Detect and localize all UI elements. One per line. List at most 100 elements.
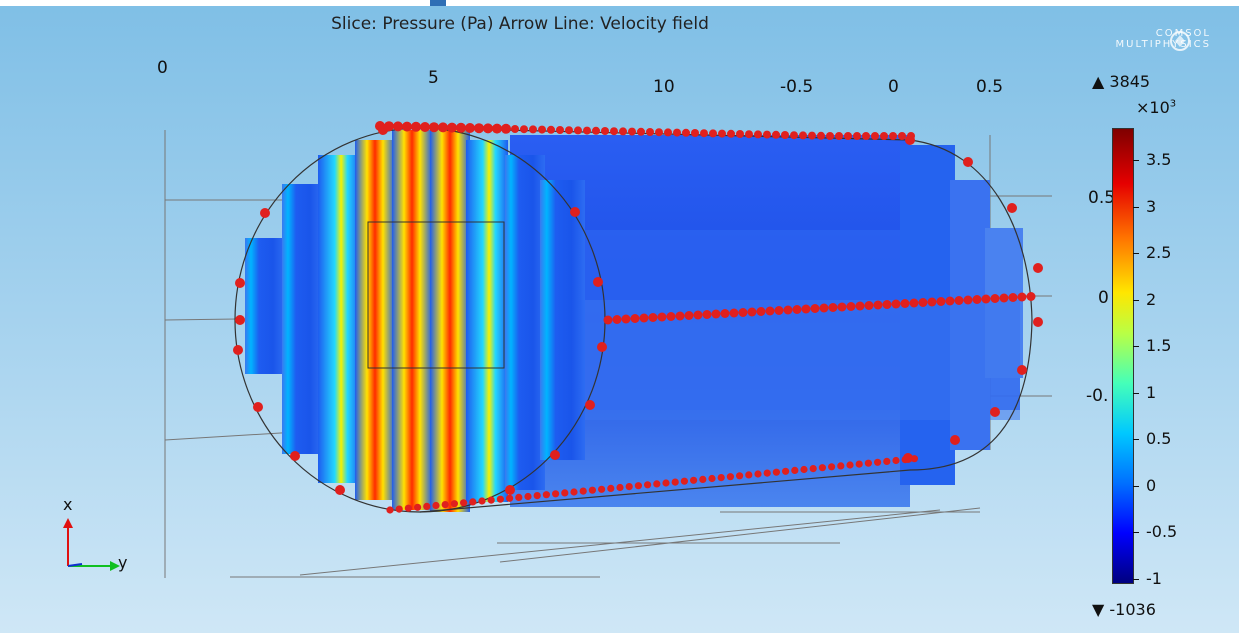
arrow-top-51	[835, 132, 843, 140]
arrow-top-49	[817, 131, 825, 140]
arrow-bottom-22	[588, 486, 597, 494]
arrow-top-12	[483, 123, 493, 134]
arrow-top-17	[529, 125, 537, 134]
legend-value-0: 3.5	[1146, 150, 1172, 170]
legend-value-2: 2.5	[1146, 243, 1172, 263]
arrow-top-54	[862, 132, 870, 140]
arrow-ring-12	[550, 450, 560, 460]
axis-tick-10: 10	[653, 77, 675, 97]
arrow-ring-6	[335, 485, 345, 495]
arrow-top-36	[700, 129, 708, 138]
arrow-center-7	[666, 312, 676, 321]
arrow-center-35	[918, 298, 928, 307]
arrow-center-9	[684, 311, 694, 320]
arrow-top-9	[456, 122, 466, 133]
arrow-bottom-27	[634, 482, 643, 490]
arrow-top-44	[772, 130, 780, 139]
arrow-ring-9	[593, 277, 603, 287]
arrow-center-1	[612, 315, 622, 324]
arrow-center-34	[909, 298, 919, 308]
arrow-top-14	[501, 123, 511, 134]
arrow-ring-0	[260, 208, 270, 218]
arrow-center-36	[927, 297, 937, 307]
arrow-ring-3	[233, 345, 243, 355]
legend-value-7: 0	[1146, 475, 1157, 495]
arrow-top-41	[745, 130, 753, 139]
arrow-ring-4	[253, 402, 263, 412]
axis-tick-5: 5	[428, 68, 439, 88]
arrow-ring-19	[1017, 365, 1027, 375]
axis-tick-0b: 0	[888, 77, 899, 97]
arrow-bottom-33	[690, 476, 698, 484]
arrow-top-32	[664, 128, 672, 137]
side-tick-0: 0	[1098, 288, 1109, 308]
arrow-top-48	[808, 131, 816, 140]
arrow-ring-10	[597, 342, 607, 352]
arrow-center-27	[846, 302, 856, 311]
arrow-bottom-3	[414, 503, 422, 511]
arrow-top-47	[799, 131, 807, 140]
arrow-top-52	[844, 132, 852, 140]
brand-line-2: MULTIPHYSICS	[1115, 39, 1211, 50]
arrow-bottom-9	[469, 498, 477, 506]
arrow-bottom-14	[515, 493, 523, 501]
arrow-bottom-15	[524, 492, 532, 501]
arrow-top-24	[592, 126, 600, 135]
arrow-bottom-13	[506, 494, 514, 502]
arrow-center-28	[855, 301, 865, 311]
toolbar-tab	[430, 0, 446, 6]
arrow-center-18	[765, 306, 775, 316]
arrow-ring-13	[505, 485, 515, 495]
legend-exponent: ×103	[1136, 98, 1176, 117]
arrow-top-38	[718, 129, 726, 138]
arrow-bottom-10	[478, 497, 486, 505]
arrow-bottom-32	[680, 477, 689, 485]
arrow-center-11	[702, 310, 712, 319]
arrow-top-34	[682, 128, 690, 137]
arrow-bottom-2	[404, 504, 412, 512]
legend-value-6: 0.5	[1146, 429, 1172, 449]
arrow-ring-14	[905, 135, 915, 145]
arrow-bottom-36	[717, 474, 725, 482]
arrow-bottom-4	[423, 502, 431, 510]
arrow-top-20	[556, 126, 564, 134]
legend-min-label: ▼ -1036	[1092, 600, 1156, 619]
arrow-center-15	[738, 308, 748, 317]
legend-value-8: -0.5	[1146, 522, 1178, 542]
arrow-bottom-18	[552, 490, 560, 498]
arrow-ring-17	[1033, 263, 1043, 273]
arrow-center-2	[621, 314, 631, 324]
arrow-top-10	[465, 123, 475, 133]
legend-tick-4	[1133, 346, 1139, 348]
arrow-top-26	[610, 127, 618, 136]
arrow-bottom-21	[579, 487, 587, 495]
arrow-ring-2	[235, 315, 245, 325]
velocity-arrows	[233, 121, 1043, 514]
axis-tick-neg-0-5: -0.5	[780, 77, 814, 97]
arrow-top-27	[619, 127, 627, 136]
arrow-top-25	[601, 127, 609, 135]
arrow-center-24	[819, 303, 829, 313]
arrow-bottom-55	[892, 456, 900, 465]
legend-tick-8	[1133, 532, 1139, 534]
arrow-bottom-38	[736, 472, 744, 480]
legend-tick-6	[1133, 439, 1139, 441]
arrow-center-21	[792, 305, 802, 314]
arrow-ring-22	[903, 453, 913, 463]
comsol-logo-icon	[1170, 31, 1190, 51]
arrow-center-31	[882, 300, 892, 309]
arrow-bottom-20	[570, 488, 578, 496]
arrow-ring-8	[570, 207, 580, 217]
axis-tick-0: 0	[157, 58, 168, 78]
arrow-center-42	[981, 294, 991, 304]
arrow-top-46	[790, 131, 798, 140]
arrow-bottom-28	[644, 481, 652, 489]
arrow-bottom-23	[598, 485, 606, 493]
arrow-bottom-46	[809, 465, 817, 473]
arrow-center-26	[837, 302, 847, 312]
arrow-center-17	[756, 307, 766, 316]
arrow-bottom-7	[450, 500, 458, 508]
arrow-top-55	[871, 132, 879, 140]
